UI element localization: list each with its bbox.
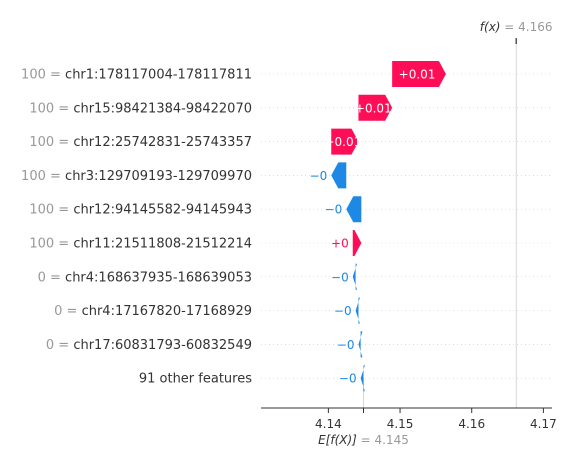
feature-value: 0	[54, 304, 62, 319]
feature-value: 100	[29, 135, 54, 150]
feature-name: chr12:94145582-94145943	[73, 203, 252, 218]
feature-value: 100	[29, 101, 54, 116]
feature-value: 0	[46, 338, 54, 353]
bar-value-label: −0	[339, 372, 357, 386]
negative-bar	[360, 365, 365, 392]
feature-label: 100 = chr3:129709193-129709970	[21, 169, 252, 184]
feature-name: chr12:25742831-25743357	[73, 135, 252, 150]
negative-bar	[352, 263, 358, 290]
negative-bar	[358, 331, 363, 358]
x-tick-label: 4.17	[530, 417, 557, 431]
feature-value: 100	[29, 237, 54, 252]
bar-value-label: −0	[337, 338, 355, 352]
feature-equals: =	[54, 338, 73, 353]
feature-name: chr11:21511808-21512214	[73, 237, 252, 252]
x-tick-label: 4.15	[387, 417, 414, 431]
feature-label: 0 = chr4:168637935-168639053	[38, 270, 252, 285]
output-value-label: f(x) = 4.166	[480, 20, 553, 34]
feature-name: chr1:178117004-178117811	[65, 68, 252, 83]
bar-value-label: −0	[310, 169, 328, 183]
positive-bar	[358, 94, 393, 121]
feature-label: 0 = chr17:60831793-60832549	[46, 338, 252, 353]
positive-bar	[392, 61, 446, 87]
feature-name: 91 other features	[139, 372, 252, 387]
feature-label: 100 = chr11:21511808-21512214	[29, 237, 252, 252]
feature-name: chr4:17167820-17168929	[82, 304, 252, 319]
feature-equals: =	[54, 237, 73, 252]
feature-label: 91 other features	[139, 372, 252, 387]
output-value-number: = 4.166	[500, 20, 552, 34]
feature-label: 100 = chr12:94145582-94145943	[29, 203, 252, 218]
feature-value: 0	[38, 270, 46, 285]
feature-equals: =	[46, 68, 65, 83]
positive-bar	[352, 230, 362, 256]
bar-value-label: −0	[325, 203, 343, 217]
feature-name: chr3:129709193-129709970	[65, 169, 252, 184]
feature-value: 100	[21, 68, 46, 83]
feature-name: chr17:60831793-60832549	[73, 338, 252, 353]
base-value-symbol: E[f(X)]	[318, 433, 357, 447]
bar-value-label: −0	[331, 270, 349, 284]
negative-bar	[331, 162, 347, 189]
feature-equals: =	[54, 135, 73, 150]
negative-bar	[355, 297, 360, 324]
feature-equals: =	[46, 169, 65, 184]
feature-label: 0 = chr4:17167820-17168929	[54, 304, 252, 319]
feature-label: 100 = chr15:98421384-98422070	[29, 101, 252, 116]
base-value-label: E[f(X)] = 4.145	[318, 433, 409, 447]
feature-value: 100	[29, 203, 54, 218]
base-value-number: = 4.145	[357, 433, 409, 447]
feature-label: 100 = chr12:25742831-25743357	[29, 135, 252, 150]
bar-value-label: +0.01	[355, 101, 392, 115]
positive-bar	[331, 128, 359, 155]
feature-equals: =	[62, 304, 81, 319]
output-value-symbol: f(x)	[480, 20, 501, 34]
feature-name: chr15:98421384-98422070	[73, 101, 252, 116]
bar-value-label: +0.01	[324, 135, 361, 149]
x-tick-label: 4.16	[458, 417, 485, 431]
feature-equals: =	[54, 203, 73, 218]
feature-equals: =	[46, 270, 65, 285]
negative-bar	[346, 196, 362, 223]
feature-label: 100 = chr1:178117004-178117811	[21, 68, 252, 83]
feature-equals: =	[54, 101, 73, 116]
feature-name: chr4:168637935-168639053	[65, 270, 252, 285]
bar-value-label: +0.01	[399, 68, 436, 82]
feature-value: 100	[21, 169, 46, 184]
bar-value-label: +0	[331, 237, 349, 251]
x-tick-label: 4.14	[315, 417, 342, 431]
bar-value-label: −0	[334, 304, 352, 318]
